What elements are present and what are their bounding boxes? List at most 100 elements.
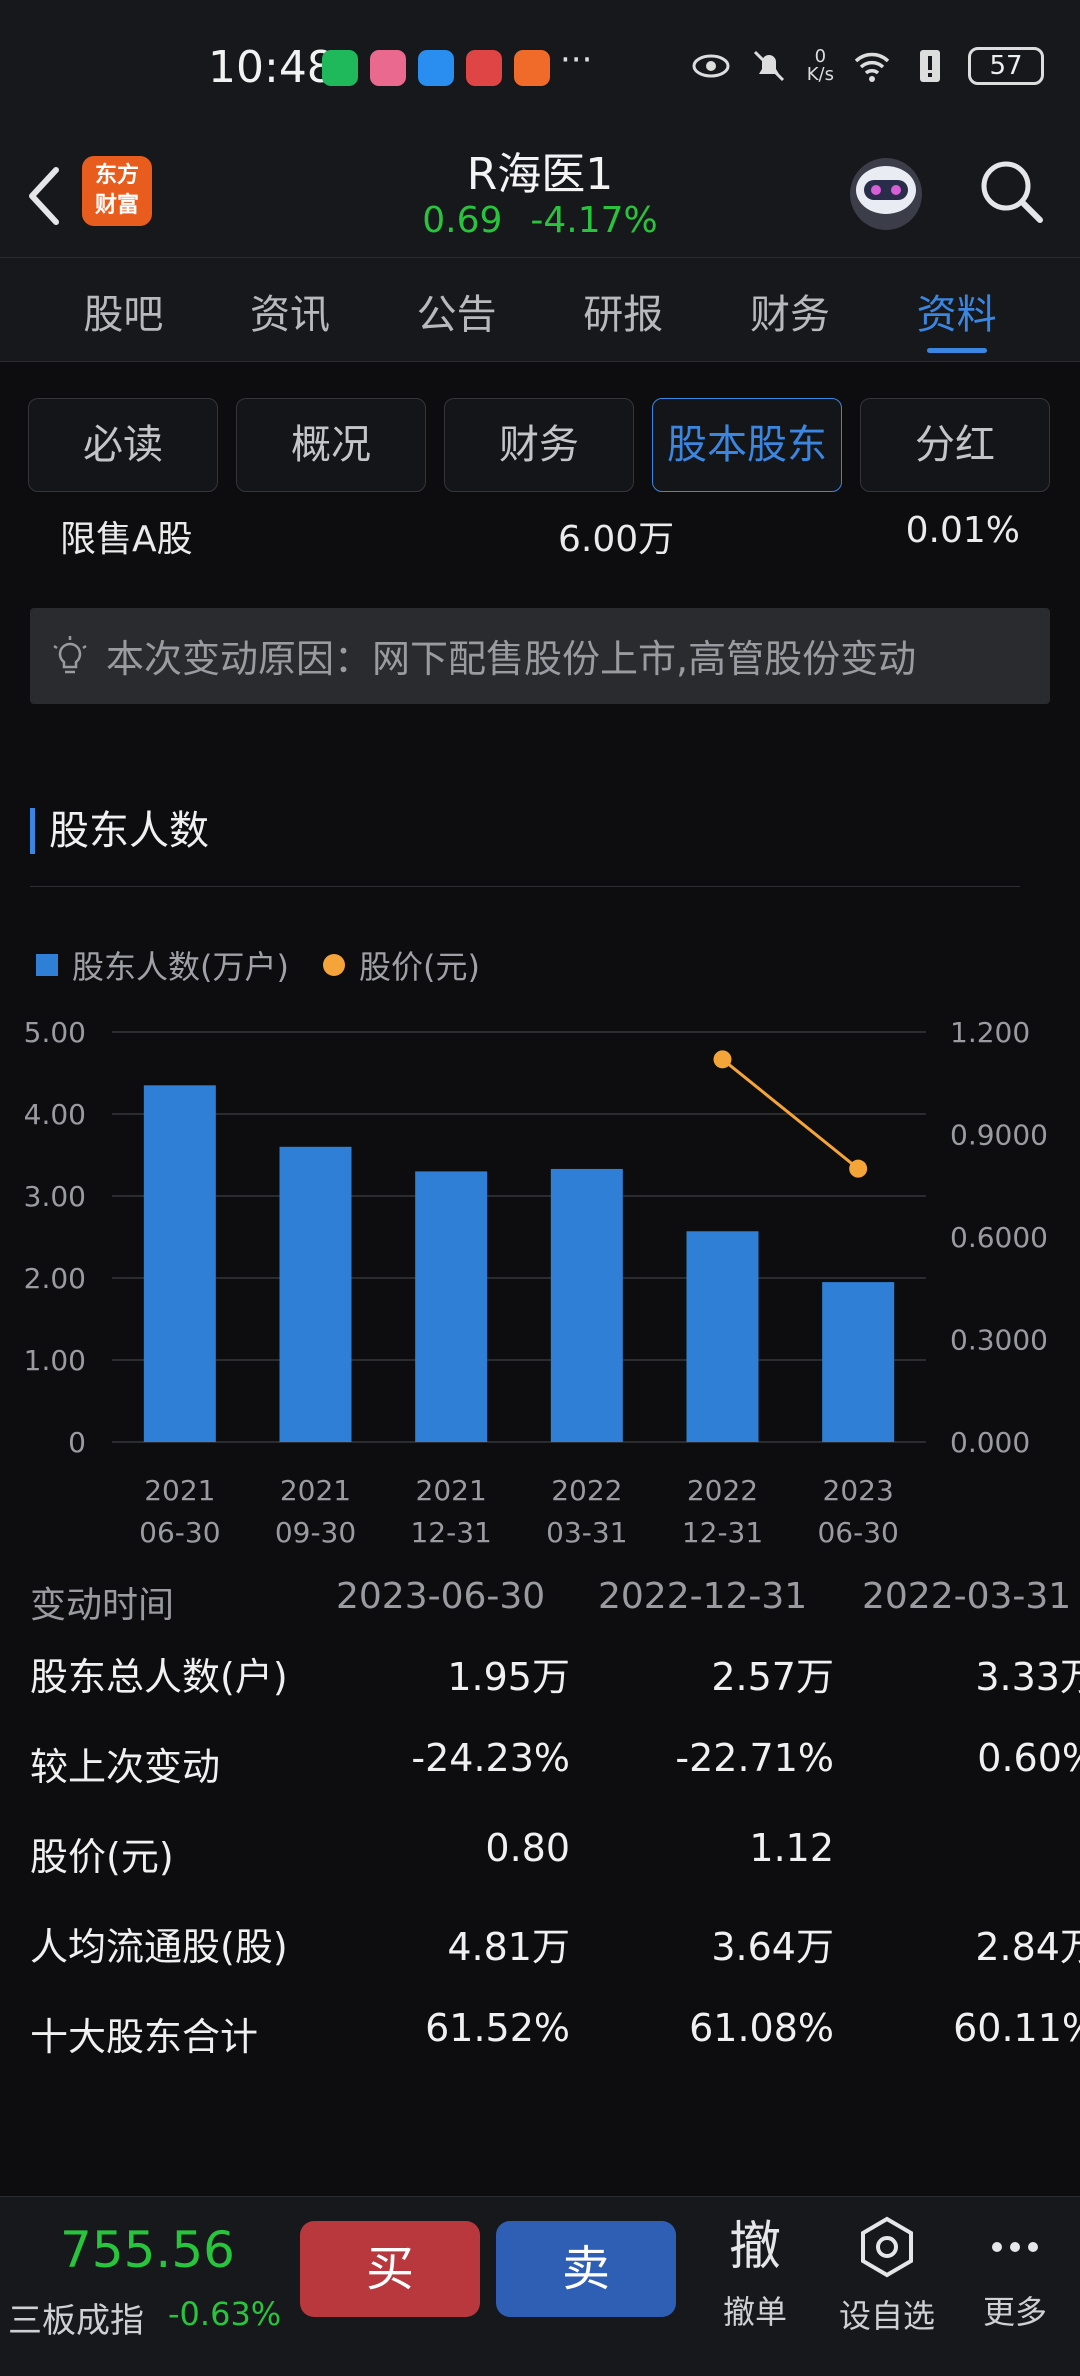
sub-tabs: 必读 概况 财务 股本股东 分红 (28, 398, 1052, 492)
legend-item-price: 股价(元) (358, 948, 480, 986)
tab-research[interactable]: 研报 (583, 292, 664, 338)
table-row: 股东总人数(户) 1.95万 2.57万 3.33万 (0, 1646, 1080, 1706)
huawei-icon (466, 50, 502, 86)
index-change-pct: -0.63% (168, 2295, 282, 2333)
table-row-label: 较上次变动 (30, 1745, 221, 1789)
tab-guba[interactable]: 股吧 (83, 292, 164, 338)
table-row-label: 人均流通股(股) (30, 1925, 288, 1969)
shareholder-stats-table: 变动时间 2023-06-30 2022-12-31 2022-03-31 股东… (0, 1572, 1080, 2072)
sell-button[interactable]: 卖 (496, 2221, 676, 2317)
wifi-icon (854, 52, 890, 82)
x-axis-tick-label: 2022 (687, 1474, 758, 1507)
chart-price-point (849, 1159, 868, 1178)
more-label: 更多 (982, 2293, 1047, 2331)
section-title-shareholders: 股东人数 (30, 808, 209, 854)
table-header-label: 变动时间 (30, 1585, 175, 1626)
chart-bar (279, 1146, 352, 1442)
table-header-col: 2022-12-31 (598, 1576, 808, 1617)
table-cell: 0.80 (485, 1826, 570, 1870)
table-header-col: 2023-06-30 (336, 1576, 546, 1617)
mute-bell-icon (753, 50, 784, 82)
subtab-finance[interactable]: 财务 (444, 398, 634, 492)
stock-header: 东方 财富 R海医1 0.69 -4.17% (0, 138, 1080, 258)
tab-finance[interactable]: 财务 (749, 292, 830, 338)
net-speed: 0 K/s (806, 46, 834, 85)
app-notification-icon (418, 50, 454, 86)
stock-change-pct: -4.17% (530, 200, 658, 241)
chart-price-point (713, 1050, 732, 1069)
eastmoney-logo[interactable]: 东方 财富 (82, 156, 152, 226)
chart-bar (686, 1231, 759, 1442)
chart-canvas: 5.00 4.00 3.00 2.00 1.00 0 1.200 0.9000 0.6000 0.… (24, 1016, 1048, 1549)
section-divider (30, 886, 1020, 887)
app-notification-icon (514, 50, 550, 86)
restricted-label: 限售A股 (60, 519, 193, 560)
subtab-dividends[interactable]: 分红 (860, 398, 1050, 492)
table-cell: 61.52% (425, 2006, 570, 2050)
cancel-order-label: 撤单 (722, 2293, 787, 2331)
wechat-icon (322, 50, 358, 86)
legend-item-holders: 股东人数(万户) (72, 948, 289, 986)
cancel-order-button[interactable]: 撤 撤单 (700, 2215, 810, 2333)
left-axis-tick-label: 5.00 (24, 1016, 86, 1049)
cancel-order-icon: 撤 (728, 2217, 781, 2277)
stock-name: R海医1 (466, 149, 614, 200)
restricted-amount: 6.00万 (558, 519, 675, 560)
table-row-label: 股价(元) (30, 1835, 174, 1879)
table-cell: 4.81万 (447, 1925, 570, 1969)
table-row-label: 十大股东合计 (30, 2015, 259, 2059)
change-reason-box: 本次变动原因：网下配售股份上市,高管股份变动 (30, 608, 1050, 704)
legend-bar-swatch (36, 954, 58, 976)
left-axis-tick-label: 2.00 (24, 1262, 86, 1295)
x-axis-tick-label: 2022 (551, 1474, 622, 1507)
assistant-robot-icon[interactable] (842, 148, 930, 236)
buy-button[interactable]: 买 (300, 2221, 480, 2317)
tab-news[interactable]: 资讯 (249, 292, 330, 338)
right-axis-tick-label: 1.200 (950, 1016, 1030, 1049)
shareholder-chart: 股东人数(万户) 股价(元) 5.00 4.00 3.00 2.00 1.00 0 1.20… (0, 920, 1080, 1560)
battery-icon: 57 (968, 47, 1044, 85)
x-axis-tick-label: 06-30 (817, 1516, 898, 1549)
right-axis-tick-label: 0.9000 (950, 1119, 1048, 1152)
status-indicators: 0 K/s 57 (691, 46, 1044, 86)
table-cell: 2.84万 (975, 1925, 1080, 1969)
main-tabs: 股吧 资讯 公告 研报 财务 资料 (0, 258, 1080, 362)
x-axis-tick-label: 12-31 (410, 1516, 491, 1549)
stock-quote: 0.69 -4.17% (0, 200, 1080, 241)
add-watchlist-button[interactable]: 设自选 (832, 2215, 942, 2337)
x-axis-tick-label: 12-31 (682, 1516, 763, 1549)
table-cell: 60.11% (953, 2006, 1080, 2050)
x-axis-tick-label: 2021 (280, 1474, 351, 1507)
app-notification-icon (370, 50, 406, 86)
chart-bar (415, 1171, 488, 1442)
back-arrow-icon[interactable] (20, 156, 68, 236)
alert-icon (920, 50, 940, 82)
search-icon[interactable] (976, 156, 1046, 226)
table-cell: 3.33万 (975, 1655, 1080, 1699)
x-axis-tick-label: 09-30 (275, 1516, 356, 1549)
subtab-shareholders[interactable]: 股本股东 (652, 398, 842, 492)
table-cell: 2.57万 (711, 1655, 834, 1699)
table-row: 股价(元) 0.80 1.12 - (0, 1826, 1080, 1886)
x-axis-tick-label: 03-31 (546, 1516, 627, 1549)
more-button[interactable]: 更多 (960, 2215, 1070, 2333)
status-more-icon: ··· (560, 40, 593, 80)
table-row: 较上次变动 -24.23% -22.71% 0.60% (0, 1736, 1080, 1796)
index-name: 三板成指 (8, 2301, 144, 2341)
right-axis-tick-label: 0.3000 (950, 1324, 1048, 1357)
table-row-label: 股东总人数(户) (30, 1655, 288, 1699)
bottom-trade-bar: 755.56 三板成指 -0.63% 买 卖 撤 撤单 设自选 更多 (0, 2196, 1080, 2376)
subtab-overview[interactable]: 概况 (236, 398, 426, 492)
table-cell: 1.12 (749, 1826, 834, 1870)
eye-icon (692, 54, 730, 78)
tab-profile[interactable]: 资料 (917, 258, 997, 361)
change-reason-text: 本次变动原因：网下配售股份上市,高管股份变动 (106, 637, 917, 681)
add-watchlist-label: 设自选 (838, 2297, 935, 2335)
table-cell: 61.08% (689, 2006, 834, 2050)
chart-legend: 股东人数(万户) 股价(元) (36, 942, 480, 988)
more-dots-icon (960, 2215, 1070, 2279)
tab-announcements[interactable]: 公告 (416, 292, 497, 338)
x-axis-tick-label: 2023 (823, 1474, 894, 1507)
restricted-pct: 0.01% (905, 510, 1020, 551)
subtab-must-read[interactable]: 必读 (28, 398, 218, 492)
